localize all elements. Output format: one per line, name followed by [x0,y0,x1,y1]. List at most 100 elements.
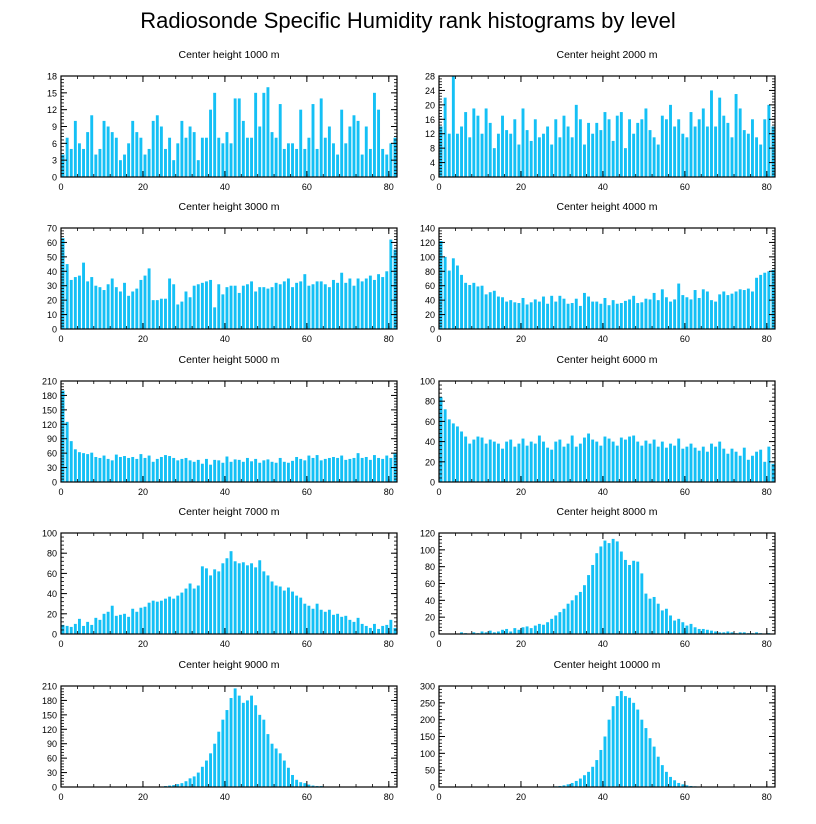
bar [619,551,623,634]
bar [623,439,627,482]
bar [373,279,376,329]
bar [102,455,106,482]
bar [106,458,110,482]
bar [364,126,368,177]
bar [755,277,759,329]
bar [615,696,619,787]
bar [701,628,705,634]
x-tick-label: 0 [58,487,63,497]
bar [701,108,705,177]
bar [542,296,545,329]
bar [176,460,180,482]
bar [188,778,192,787]
bar [323,284,327,329]
bar [460,431,463,482]
x-tick-label: 0 [436,182,441,192]
bar [599,130,603,177]
bar [607,719,611,787]
bar [644,440,648,482]
bar [636,122,640,177]
panel-title: Center height 2000 m [557,49,658,61]
bar [311,457,315,482]
bar [168,278,172,329]
bar [340,455,344,482]
bar [677,438,681,482]
bar [278,104,282,177]
bar [681,133,685,177]
x-tick-label: 60 [302,334,312,344]
bar [65,421,69,482]
bar [722,291,726,329]
bar [628,119,631,177]
bar [513,302,517,329]
bar [241,120,245,177]
bar [644,728,648,787]
plot-frame [60,227,398,330]
x-tick-label: 0 [58,182,63,192]
x-tick-label: 80 [762,487,772,497]
bar [118,291,122,329]
bar [159,126,163,177]
bar [451,423,455,482]
bar [480,631,484,634]
bar [286,278,290,329]
bar [274,137,278,177]
bar [718,97,722,177]
y-tick-label: 80 [47,549,57,559]
x-tick-label: 40 [598,639,608,649]
bar [254,92,258,177]
bar [196,160,200,177]
bar [205,137,208,177]
bar [385,271,389,329]
y-tick-label: 30 [47,768,57,778]
y-tick-label: 250 [420,698,435,708]
bar [143,457,147,482]
bar [229,551,233,634]
plot-frame [60,532,398,635]
bar [147,268,151,329]
bar [562,298,566,329]
y-tick-label: 0 [52,325,57,335]
bar [98,457,102,482]
bar [282,461,286,482]
bar [673,780,677,787]
bar [591,133,595,177]
x-tick-label: 80 [762,639,772,649]
bar [714,446,718,482]
bar [554,301,558,329]
bar [611,538,615,634]
bar [533,299,537,329]
bar [689,299,693,329]
bar [348,126,352,177]
bar [344,459,348,482]
x-tick-label: 0 [58,639,63,649]
bar [689,623,693,634]
bar [381,458,385,482]
bar [303,603,307,634]
panel-3: Center height 3000 m 0 10 20 30 40 50 60 70 0 20 40… [47,201,398,344]
bar [241,702,245,787]
bar [681,784,685,787]
bar [176,784,180,787]
bar [570,435,574,482]
bar [525,130,529,177]
bar [574,595,578,634]
bar [336,282,340,329]
bar [771,126,775,177]
x-tick-label: 20 [516,334,526,344]
x-tick-label: 40 [220,639,230,649]
bar [221,143,225,177]
x-tick-label: 0 [436,792,441,802]
bar [73,277,77,329]
bar [348,619,352,634]
y-tick-label: 100 [420,749,435,759]
panel-6: Center height 6000 m 0 20 40 60 80 100 0 20 40 60 8… [420,354,776,497]
bar [254,705,258,787]
bar [291,591,294,634]
bar [315,455,319,482]
bar [607,119,611,177]
bar [200,566,204,634]
bar [237,98,241,177]
bar [505,130,509,177]
bar [660,441,664,482]
